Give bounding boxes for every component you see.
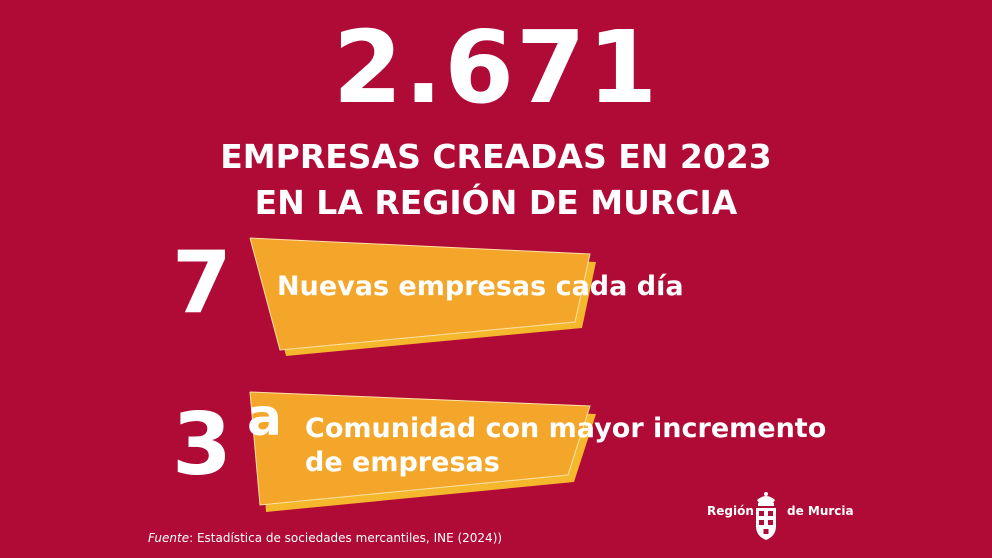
stat-2-text: Comunidad con mayor incremento de empres…	[305, 412, 826, 480]
headline-line-2: EN LA REGIÓN DE MURCIA	[254, 183, 738, 222]
headline-line-1: EMPRESAS CREADAS EN 2023	[220, 137, 772, 176]
stat-2-text-line-2: de empresas	[305, 446, 500, 478]
source-footnote: Fuente: Estadística de sociedades mercan…	[148, 531, 502, 545]
stat-1-value: 7	[172, 233, 232, 333]
banner-2-outline	[249, 391, 591, 506]
banner-1	[250, 238, 590, 350]
logo-text-right: de Murcia	[787, 504, 854, 518]
stat-2-text-line-1: Comunidad con mayor incremento	[305, 413, 827, 444]
banner-1-outline	[249, 237, 591, 351]
stat-2-value: 3	[172, 395, 232, 495]
stat-1-text: Nuevas empresas cada día	[277, 271, 684, 302]
source-text: : Estadística de sociedades mercantiles,…	[189, 531, 503, 545]
headline-number: 2.671	[332, 9, 660, 126]
coat-of-arms-icon	[756, 492, 776, 540]
source-label: Fuente	[148, 531, 190, 545]
banner-2	[250, 392, 590, 505]
stat-2-ordinal-suffix: a	[247, 388, 283, 448]
logo-text-left: Región	[707, 504, 754, 518]
